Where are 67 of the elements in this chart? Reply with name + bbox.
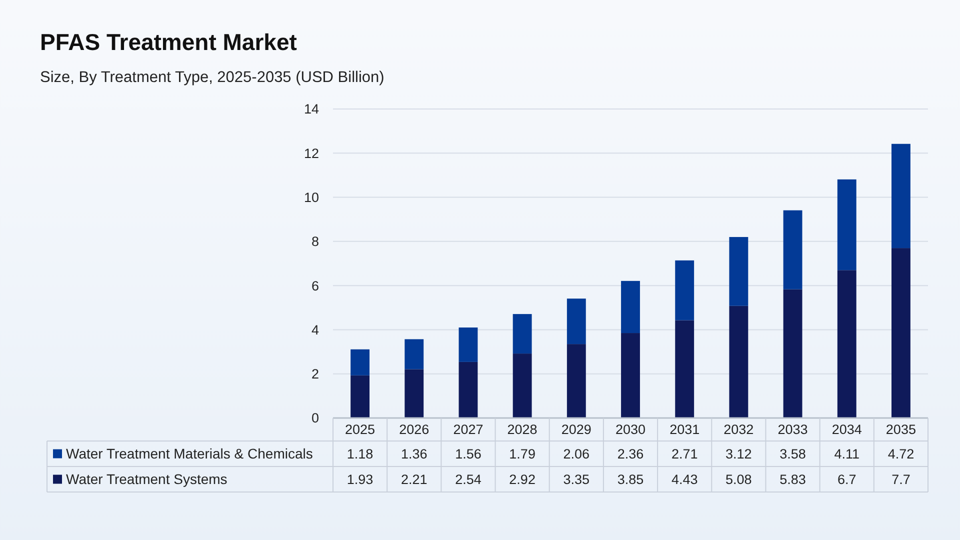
data-label: 1.18 — [346, 446, 374, 462]
y-tick-label: 12 — [304, 146, 319, 161]
legend-label: Water Treatment Materials & Chemicals — [66, 446, 313, 462]
x-tick-label: 2032 — [724, 422, 754, 438]
bar — [512, 314, 532, 354]
y-tick-label: 14 — [304, 102, 320, 117]
x-tick-label: 2030 — [615, 422, 646, 438]
data-label: 1.93 — [346, 472, 374, 487]
y-tick-label: 4 — [311, 322, 320, 338]
x-tick-label: 2031 — [670, 422, 700, 438]
x-tick-label: 2029 — [561, 422, 592, 438]
data-label: 4.43 — [671, 472, 698, 487]
legend-label: Water Treatment Systems — [66, 471, 228, 488]
bar — [566, 344, 586, 418]
x-tick-label: 2028 — [507, 422, 538, 438]
chart-title: PFAS Treatment Market — [40, 29, 298, 55]
chart-subtitle: Size, By Treatment Type, 2025-2035 (USD Billion) — [40, 69, 384, 86]
bar — [891, 248, 910, 418]
x-tick-label: 2026 — [399, 422, 430, 438]
data-label: 6.7 — [837, 472, 856, 487]
bar — [729, 306, 748, 418]
bar — [404, 339, 424, 370]
bar — [458, 362, 478, 418]
data-label: 2.54 — [455, 472, 482, 487]
y-tick-label: 10 — [304, 190, 319, 206]
data-label: 3.58 — [780, 446, 806, 462]
bar — [783, 210, 802, 290]
bar — [350, 349, 370, 376]
x-tick-label: 2033 — [778, 422, 808, 438]
bar — [566, 298, 586, 344]
data-label: 3.12 — [726, 446, 752, 462]
data-label: 2.06 — [563, 446, 590, 462]
bar — [837, 270, 856, 418]
y-tick-label: 0 — [311, 410, 319, 426]
x-tick-label: 2027 — [453, 422, 484, 438]
data-label: 4.72 — [888, 446, 914, 462]
data-label: 5.83 — [780, 472, 806, 487]
data-label: 1.79 — [509, 446, 536, 462]
bar — [729, 237, 748, 306]
data-label: 1.36 — [400, 446, 428, 462]
y-tick-label: 8 — [311, 234, 319, 250]
data-label: 2.21 — [400, 472, 428, 487]
bar — [783, 289, 802, 418]
data-label: 3.85 — [617, 472, 644, 487]
x-tick-label: 2034 — [832, 422, 862, 438]
bar — [621, 333, 640, 418]
x-tick-label: 2025 — [345, 422, 376, 438]
bar — [512, 354, 532, 418]
bar — [350, 375, 370, 418]
y-tick-label: 2 — [311, 366, 319, 382]
data-label: 5.08 — [726, 472, 752, 487]
bar — [837, 179, 856, 270]
bar — [675, 260, 694, 320]
data-label: 7.7 — [892, 472, 910, 487]
data-label: 2.36 — [617, 446, 644, 462]
x-tick-label: 2035 — [886, 422, 916, 438]
data-label: 4.11 — [834, 446, 860, 462]
y-tick-label: 6 — [311, 278, 319, 294]
bar — [621, 280, 640, 334]
bar — [675, 320, 694, 418]
data-label: 3.35 — [563, 472, 590, 487]
bar — [891, 144, 910, 248]
data-label: 2.71 — [671, 446, 698, 462]
bar — [404, 369, 424, 418]
bar — [458, 328, 478, 362]
data-label: 2.92 — [509, 472, 536, 487]
data-label: 1.56 — [455, 446, 482, 462]
